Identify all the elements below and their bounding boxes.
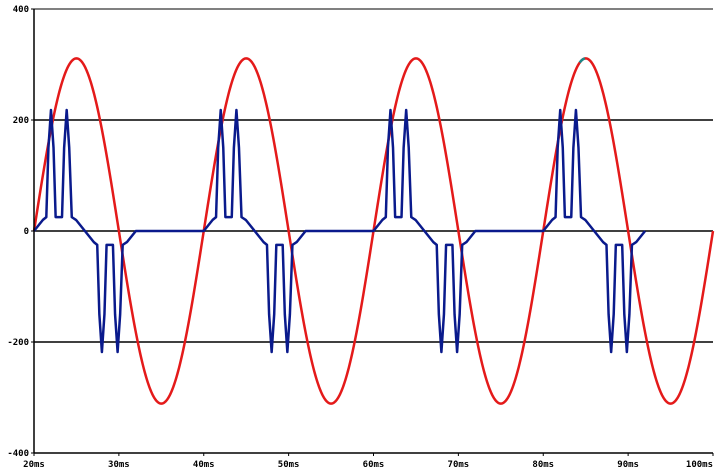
y-tick-label: 200 xyxy=(13,116,29,126)
y-tick-label: -400 xyxy=(7,449,29,459)
series-highlight-segment xyxy=(578,57,586,64)
x-tick-label: 30ms xyxy=(108,460,130,470)
series-group xyxy=(32,57,715,405)
x-tick-label: 80ms xyxy=(532,460,554,470)
y-tick-label: 0 xyxy=(24,227,29,237)
x-tick-label: 40ms xyxy=(193,460,215,470)
x-tick-label: 100ms xyxy=(686,460,713,470)
y-tick-label: -200 xyxy=(7,338,29,348)
x-tick-label: 20ms xyxy=(23,460,45,470)
x-tick-label: 50ms xyxy=(278,460,300,470)
series-line-pwm xyxy=(33,108,647,354)
x-tick-label: 70ms xyxy=(448,460,470,470)
x-tick-label: 60ms xyxy=(363,460,385,470)
y-tick-label: 400 xyxy=(13,5,29,15)
x-tick-label: 90ms xyxy=(617,460,639,470)
y-tick-labels: -400 -200 0 200 400 xyxy=(7,5,34,459)
x-tick-labels: 20ms 30ms 40ms 50ms 60ms 70ms 80ms 90ms 100ms xyxy=(23,453,714,470)
